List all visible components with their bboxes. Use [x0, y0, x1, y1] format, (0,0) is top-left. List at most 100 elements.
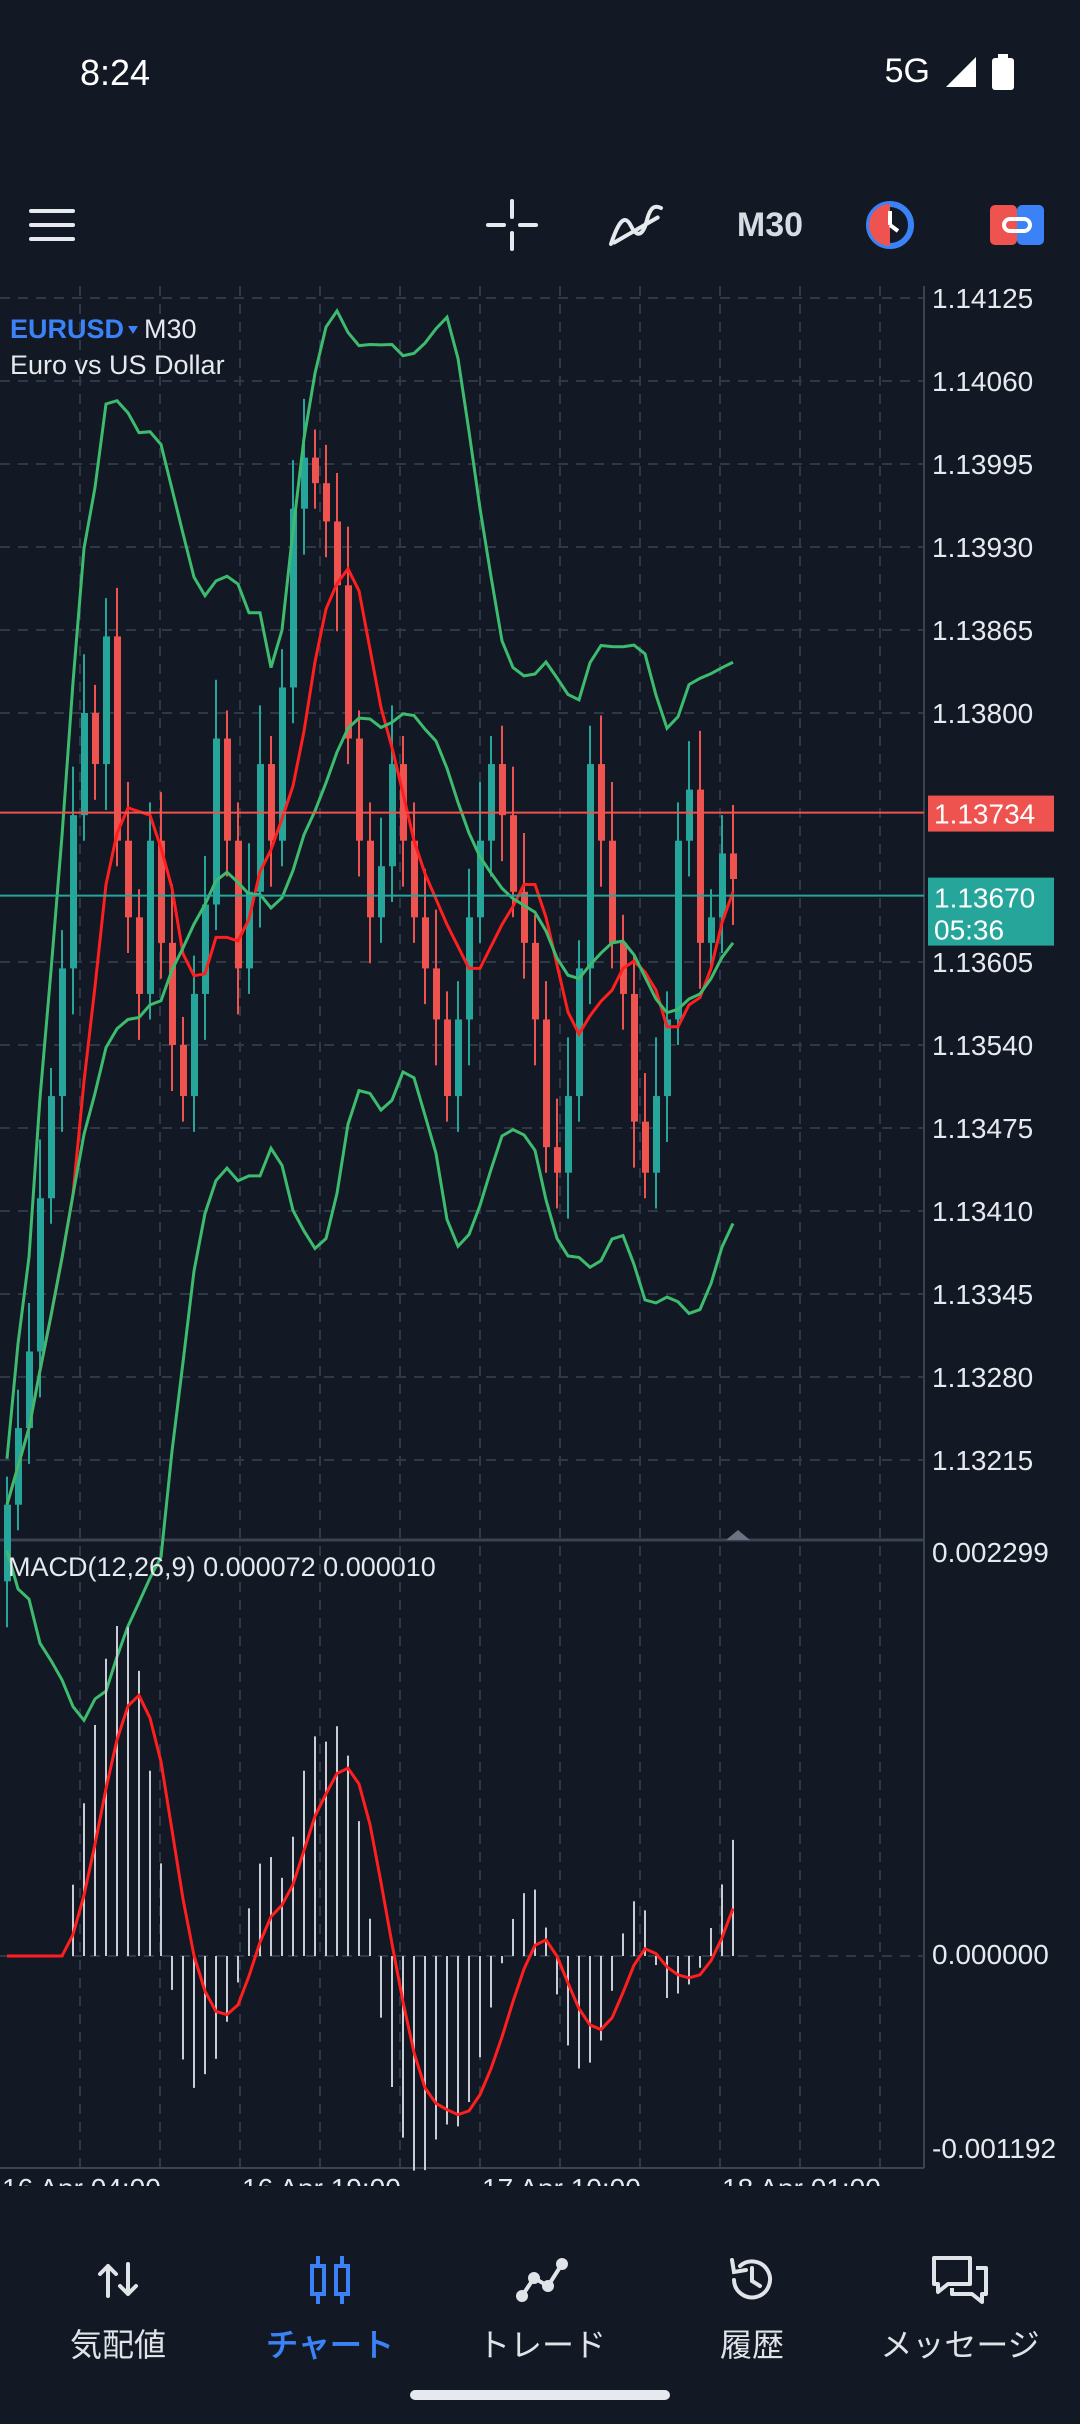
candle-body — [48, 1096, 55, 1199]
time-axis-label: 17 Apr 10:00 — [482, 2173, 641, 2186]
candle-body — [136, 917, 143, 994]
status-bar: 8:24 5G — [0, 0, 1080, 150]
nav-quotes[interactable]: 気配値 — [10, 2250, 226, 2370]
ask-price-label: 1.13734 — [934, 799, 1035, 830]
candle-body — [532, 942, 539, 1020]
candle-body — [345, 585, 352, 739]
candle-body — [675, 840, 682, 1020]
candle-body — [598, 764, 605, 841]
symbol-timeframe-label: M30 — [144, 314, 197, 344]
time-axis-label: 16 Apr 19:00 — [242, 2173, 401, 2186]
time-axis-label: 18 Apr 01:00 — [722, 2173, 881, 2186]
candle-body — [37, 1198, 44, 1352]
pane-resize-handle — [726, 1530, 750, 1540]
indicators-button[interactable] — [604, 190, 668, 260]
price-tick-label: 1.13540 — [932, 1030, 1033, 1061]
chart-area[interactable]: 1.14125 1.14060 1.13995 1.13930 1.13865 1.138… — [0, 286, 1080, 2186]
signal-icon — [946, 56, 976, 87]
one-click-trading-button[interactable] — [862, 190, 918, 260]
crosshair-button[interactable] — [480, 190, 544, 260]
macd-signal-line — [7, 1692, 735, 2117]
bottom-navigation: 気配値 チャート トレード 履歴 メッセージ — [0, 2220, 1080, 2424]
candle-body — [191, 993, 198, 1097]
price-chart[interactable]: 1.14125 1.14060 1.13995 1.13930 1.13865 1.138… — [0, 286, 1080, 2186]
bollinger-upper-band — [5, 308, 734, 1459]
candle-body — [422, 917, 429, 969]
price-tick-label: 1.13280 — [932, 1362, 1033, 1393]
moving-average-line — [5, 566, 735, 1506]
candle-body — [521, 891, 528, 943]
candle-body — [697, 789, 704, 943]
candle-body — [587, 764, 594, 969]
candle-body — [378, 866, 385, 918]
candlestick-icon — [310, 2256, 350, 2304]
price-tick-label: 1.13995 — [932, 449, 1033, 480]
candle-body — [92, 713, 99, 765]
candle-body — [268, 764, 275, 841]
candle-body — [169, 942, 176, 1045]
indicator-icon — [609, 204, 663, 246]
bar-countdown-label: 05:36 — [934, 915, 1004, 946]
candle-body — [631, 993, 638, 1122]
home-indicator — [410, 2390, 670, 2400]
candle-body — [411, 840, 418, 918]
bollinger-lower-band — [5, 1069, 735, 1724]
price-tick-label: 1.13605 — [932, 947, 1033, 978]
candle-body — [147, 840, 154, 994]
trade-panel-button[interactable] — [988, 190, 1046, 260]
history-clock-icon — [730, 2258, 772, 2300]
candle-body — [158, 840, 165, 943]
candle-body — [455, 1019, 462, 1097]
nav-history[interactable]: 履歴 — [644, 2250, 860, 2370]
macd-tick-label: 0.000000 — [932, 1939, 1049, 1970]
candle-body — [180, 1045, 187, 1097]
menu-button[interactable] — [24, 190, 80, 260]
candle-body — [389, 764, 396, 867]
timeframe-button[interactable]: M30 — [720, 190, 820, 260]
candle-body — [70, 815, 77, 969]
nav-trade[interactable]: トレード — [434, 2250, 650, 2370]
trade-line-icon — [516, 2258, 568, 2302]
candle-body — [543, 1019, 550, 1148]
candle-body — [323, 483, 330, 522]
time-axis-label: 16 Apr 04:00 — [2, 2173, 161, 2186]
candle-body — [609, 840, 616, 943]
candle-body — [103, 636, 110, 765]
candle-body — [59, 968, 66, 1097]
nav-trade-label: トレード — [477, 2327, 606, 2363]
battery-icon — [992, 53, 1014, 90]
macd-tick-label: 0.002299 — [932, 1537, 1049, 1568]
candle-body — [4, 1504, 11, 1582]
candle-body — [367, 840, 374, 918]
candle-body — [719, 853, 726, 918]
symbol-dropdown-icon — [128, 326, 138, 334]
candle-body — [642, 1121, 649, 1173]
candle-body — [246, 891, 253, 969]
candle-body — [686, 789, 693, 841]
candle-body — [653, 1096, 660, 1173]
candle-body — [81, 713, 88, 816]
nav-chart[interactable]: チャート — [222, 2250, 438, 2370]
chart-toolbar: M30 — [0, 170, 1080, 280]
messages-icon — [932, 2256, 988, 2304]
nav-chart-label: チャート — [266, 2327, 394, 2363]
candle-body — [114, 636, 121, 841]
candle-body — [202, 904, 209, 994]
nav-messages[interactable]: メッセージ — [852, 2250, 1068, 2370]
bid-price-label: 1.13670 — [934, 883, 1035, 914]
macd-tick-label: -0.001192 — [932, 2133, 1056, 2164]
price-tick-label: 1.14125 — [932, 286, 1033, 314]
price-tick-label: 1.13865 — [932, 615, 1033, 646]
symbol-description: Euro vs US Dollar — [10, 350, 225, 380]
candle-body — [554, 1147, 561, 1173]
macd-label: MACD(12,26,9) 0.000072 0.000010 — [8, 1552, 436, 1582]
network-type: 5G — [884, 52, 930, 90]
price-tick-label: 1.13345 — [932, 1279, 1033, 1310]
candle-body — [499, 764, 506, 816]
bollinger-middle-band — [5, 712, 735, 1506]
candle-body — [664, 1019, 671, 1097]
price-tick-label: 1.13410 — [932, 1196, 1033, 1227]
nav-quotes-label: 気配値 — [69, 2327, 166, 2363]
candle-body — [477, 840, 484, 918]
candle-body — [730, 853, 737, 879]
